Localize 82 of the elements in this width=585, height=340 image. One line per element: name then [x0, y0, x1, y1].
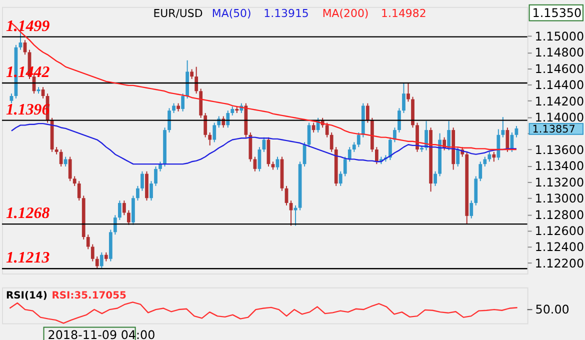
candlestick [348, 146, 352, 162]
ref-line-label: 1.1213 [6, 250, 50, 267]
candlestick [496, 128, 500, 161]
text: MA(50) [212, 6, 252, 20]
candlestick [158, 161, 162, 172]
candlestick [95, 256, 99, 270]
candlestick [492, 151, 496, 162]
candlestick [366, 102, 370, 124]
candlestick [168, 108, 171, 133]
y-tick-label: 1.14200 [534, 94, 584, 108]
candlestick [343, 156, 347, 177]
candlestick [226, 110, 230, 128]
candlestick [483, 156, 487, 168]
candlestick [86, 234, 90, 250]
text: MA(200) [322, 6, 369, 20]
y-tick-label: 1.13600 [534, 142, 584, 157]
y-tick-label: 1.12200 [534, 256, 584, 270]
y-tick-label: 1.14800 [534, 46, 584, 60]
candlestick [406, 82, 410, 102]
text: 50.00 [535, 302, 570, 317]
candlestick [488, 151, 492, 162]
candlestick [501, 116, 505, 138]
annotation: 1.14982 [381, 6, 426, 20]
candlestick [253, 156, 257, 172]
candlestick [194, 66, 198, 94]
y-tick-label: 1.12400 [534, 240, 584, 254]
y-tick-label: 1.14400 [534, 78, 584, 92]
candlestick [276, 156, 280, 170]
ref-line-label: 1.1268 [6, 205, 50, 222]
candlestick [59, 148, 63, 168]
y-tick-label: 1.13000 [534, 192, 584, 206]
candlestick [100, 252, 104, 270]
candlestick [398, 108, 401, 133]
candlestick [10, 93, 14, 104]
annotation: 1.13915 [264, 6, 309, 20]
candlestick [204, 112, 208, 138]
candlestick [393, 127, 396, 143]
text: RSI(14) [6, 290, 48, 302]
candlestick [325, 122, 329, 138]
text: RSI:35.17055 [52, 290, 126, 302]
candlestick [127, 210, 130, 226]
y-tick-label: 1.14000 [534, 110, 584, 125]
y-tick-label: 1.13200 [534, 175, 584, 190]
y-tick-label: 1.15000 [534, 30, 584, 44]
candlestick [181, 93, 184, 112]
text: 1.15350 [532, 6, 582, 20]
candlestick [478, 161, 482, 182]
candlestick [212, 122, 216, 143]
candlestick [338, 170, 342, 186]
candlestick [72, 176, 76, 186]
y-tick-label: 1.13400 [534, 159, 584, 174]
y-tick-label: 1.12800 [534, 208, 584, 222]
candlestick [90, 244, 94, 262]
candlestick [456, 146, 460, 168]
candlestick [118, 200, 122, 220]
candlestick [330, 132, 334, 152]
candlestick [190, 68, 194, 80]
candlestick [289, 200, 293, 226]
candlestick [208, 132, 212, 146]
annotation: EUR/USD [153, 6, 203, 20]
candlestick [312, 122, 316, 133]
candlestick [154, 166, 158, 186]
candlestick [356, 132, 360, 148]
candlestick [434, 170, 437, 186]
candlestick [150, 180, 153, 202]
candlestick [294, 204, 298, 226]
candlestick [113, 214, 117, 236]
candlestick [68, 156, 72, 182]
y-tick-label: 1.12600 [534, 224, 584, 238]
candlestick [447, 120, 451, 151]
candlestick [77, 180, 81, 202]
y-tick-label: 1.14600 [534, 62, 584, 76]
text: 1.13857 [532, 123, 576, 136]
candlestick [64, 156, 68, 168]
candlestick [352, 142, 356, 152]
candlestick [374, 146, 378, 165]
candlestick [140, 170, 144, 192]
candlestick [122, 200, 126, 216]
candlestick [136, 185, 140, 202]
candlestick [402, 82, 406, 114]
candlestick [172, 102, 176, 114]
candlestick [470, 200, 474, 219]
